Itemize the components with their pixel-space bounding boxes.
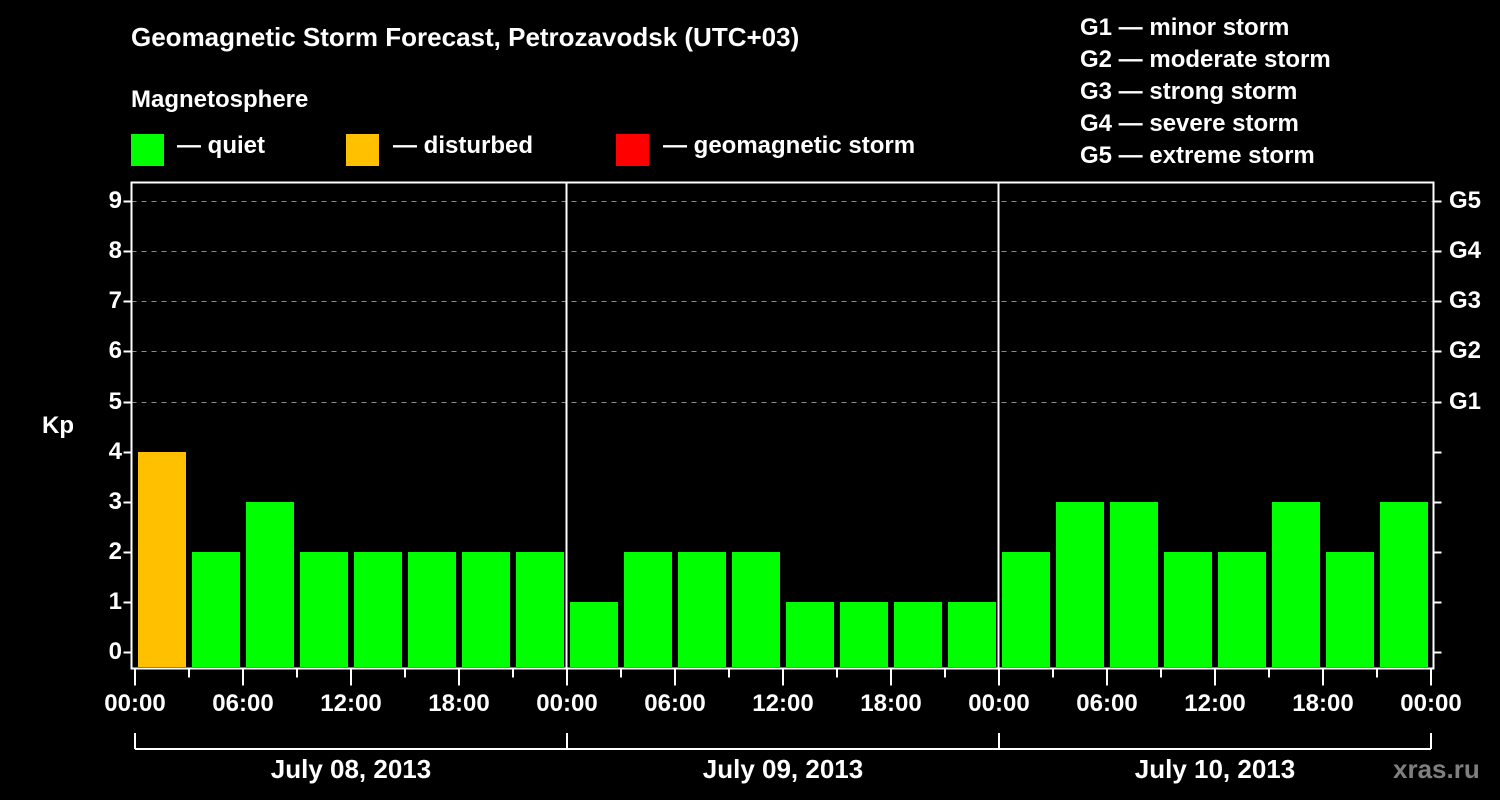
legend-label-disturbed: — disturbed	[393, 132, 534, 159]
x-tick-label: 18:00	[860, 690, 922, 717]
bar-quiet	[246, 502, 294, 667]
y-tick-label: 7	[108, 287, 122, 315]
bar-quiet	[1326, 552, 1374, 667]
bar-quiet	[1218, 552, 1266, 667]
legend-title: Magnetosphere	[131, 86, 309, 113]
bar-quiet	[300, 552, 348, 667]
watermark: xras.ru	[1393, 754, 1480, 784]
bar-quiet	[1110, 502, 1158, 667]
legend-label-quiet: — quiet	[177, 132, 265, 159]
g-level-label: G4	[1449, 237, 1482, 265]
y-tick-label: 6	[108, 337, 122, 365]
g-level-label: G2	[1449, 337, 1482, 365]
bar-quiet	[1380, 502, 1428, 667]
g-level-label: G1	[1449, 387, 1482, 415]
bar-quiet	[1056, 502, 1104, 667]
bar-quiet	[408, 552, 456, 667]
bar-quiet	[462, 552, 510, 667]
gscale-g4: G4 — severe storm	[1080, 110, 1299, 137]
bar-quiet	[732, 552, 780, 667]
x-tick-label: 06:00	[212, 690, 274, 717]
y-tick-label: 2	[108, 537, 122, 565]
bar-quiet	[192, 552, 240, 667]
gscale-g5: G5 — extreme storm	[1080, 142, 1315, 169]
legend-swatch-quiet	[131, 134, 164, 166]
x-tick-label: 06:00	[1076, 690, 1138, 717]
x-tick-label: 00:00	[536, 690, 598, 717]
legend-label-storm: — geomagnetic storm	[663, 132, 916, 159]
y-tick-label: 4	[108, 437, 122, 465]
bar-quiet	[948, 602, 996, 667]
day-label: July 10, 2013	[1134, 754, 1296, 784]
y-tick-label: 5	[108, 387, 122, 415]
x-tick-label: 00:00	[968, 690, 1030, 717]
bar-quiet	[624, 552, 672, 667]
bar-disturbed	[138, 452, 186, 667]
bar-quiet	[570, 602, 618, 667]
bar-quiet	[894, 602, 942, 667]
y-tick-label: 9	[108, 187, 122, 215]
bar-quiet	[354, 552, 402, 667]
legend-swatch-storm	[616, 134, 649, 166]
x-tick-label: 00:00	[1400, 690, 1462, 717]
gscale-g3: G3 — strong storm	[1080, 78, 1298, 105]
x-tick-label: 06:00	[644, 690, 706, 717]
bar-quiet	[1002, 552, 1050, 667]
day-label: July 09, 2013	[702, 754, 864, 784]
y-axis-title: Kp	[42, 412, 74, 439]
bar-quiet	[1164, 552, 1212, 667]
chart-title: Geomagnetic Storm Forecast, Petrozavodsk…	[131, 22, 800, 52]
g-level-label: G5	[1449, 187, 1482, 215]
gscale-g2: G2 — moderate storm	[1080, 46, 1331, 73]
y-tick-label: 1	[108, 587, 122, 615]
gscale-g1: G1 — minor storm	[1080, 14, 1290, 41]
y-tick-label: 0	[108, 638, 122, 665]
bar-quiet	[1272, 502, 1320, 667]
bar-quiet	[786, 602, 834, 667]
bar-quiet	[516, 552, 564, 667]
x-tick-label: 00:00	[104, 690, 166, 717]
x-tick-label: 12:00	[1184, 690, 1246, 717]
y-tick-label: 8	[108, 237, 122, 265]
legend-swatch-disturbed	[346, 134, 379, 166]
bar-quiet	[678, 552, 726, 667]
x-tick-label: 18:00	[428, 690, 490, 717]
y-tick-label: 3	[108, 487, 122, 515]
g-level-label: G3	[1449, 287, 1482, 315]
x-tick-label: 18:00	[1292, 690, 1354, 717]
x-tick-label: 12:00	[320, 690, 382, 717]
bar-quiet	[840, 602, 888, 667]
day-label: July 08, 2013	[270, 754, 432, 784]
x-tick-label: 12:00	[752, 690, 814, 717]
